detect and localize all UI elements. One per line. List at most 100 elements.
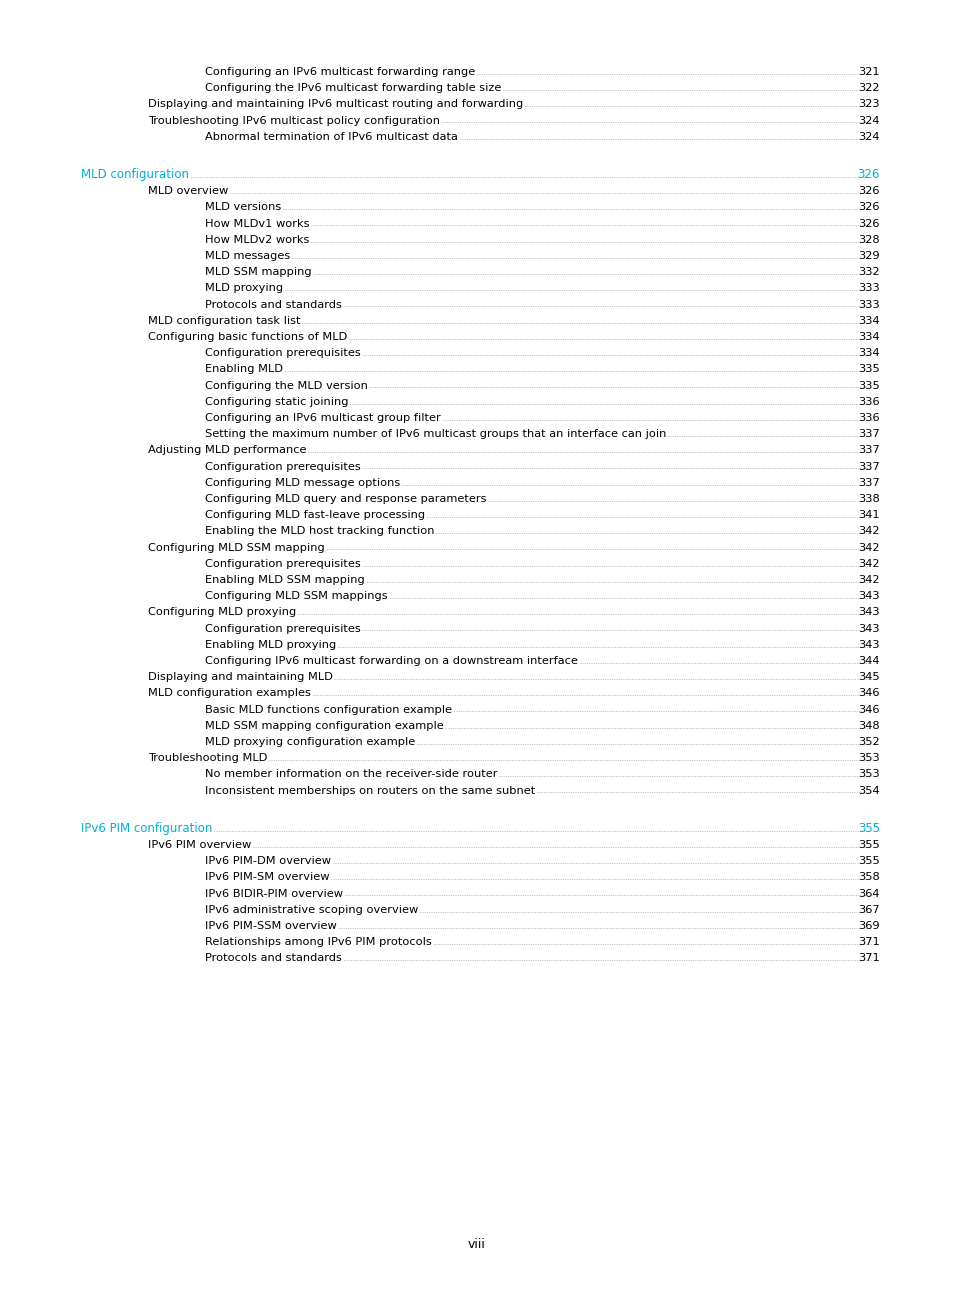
Text: MLD proxying: MLD proxying [205,284,283,293]
Text: 371: 371 [858,954,879,963]
Text: MLD SSM mapping: MLD SSM mapping [205,267,312,277]
Text: 337: 337 [858,461,879,472]
Text: MLD overview: MLD overview [148,187,228,196]
Text: Enabling MLD: Enabling MLD [205,364,283,375]
Text: Enabling MLD SSM mapping: Enabling MLD SSM mapping [205,575,364,584]
Text: Displaying and maintaining MLD: Displaying and maintaining MLD [148,673,333,682]
Text: 334: 334 [858,349,879,358]
Text: Displaying and maintaining IPv6 multicast routing and forwarding: Displaying and maintaining IPv6 multicas… [148,100,522,109]
Text: 337: 337 [858,446,879,455]
Text: 326: 326 [858,202,879,213]
Text: 324: 324 [858,115,879,126]
Text: 369: 369 [858,921,879,931]
Text: MLD configuration examples: MLD configuration examples [148,688,311,699]
Text: MLD proxying configuration example: MLD proxying configuration example [205,737,415,746]
Text: 329: 329 [858,251,879,260]
Text: Configuring MLD query and response parameters: Configuring MLD query and response param… [205,494,486,504]
Text: Enabling the MLD host tracking function: Enabling the MLD host tracking function [205,526,434,537]
Text: Protocols and standards: Protocols and standards [205,954,341,963]
Text: 323: 323 [858,100,879,109]
Text: IPv6 PIM-SM overview: IPv6 PIM-SM overview [205,872,329,883]
Text: 321: 321 [858,67,879,76]
Text: MLD SSM mapping configuration example: MLD SSM mapping configuration example [205,721,443,731]
Text: 335: 335 [858,381,879,390]
Text: 334: 334 [858,316,879,325]
Text: 342: 342 [858,575,879,584]
Text: Configuring the MLD version: Configuring the MLD version [205,381,368,390]
Text: 352: 352 [858,737,879,746]
Text: 371: 371 [858,937,879,947]
Text: Configuration prerequisites: Configuration prerequisites [205,623,360,634]
Text: 333: 333 [858,284,879,293]
Text: 355: 355 [858,840,879,850]
Text: 335: 335 [858,364,879,375]
Text: How MLDv2 works: How MLDv2 works [205,235,309,245]
Text: 342: 342 [858,559,879,569]
Text: Configuring MLD fast-leave processing: Configuring MLD fast-leave processing [205,511,425,520]
Text: IPv6 PIM configuration: IPv6 PIM configuration [81,822,213,835]
Text: MLD messages: MLD messages [205,251,290,260]
Text: Configuring basic functions of MLD: Configuring basic functions of MLD [148,332,347,342]
Text: 346: 346 [858,688,879,699]
Text: 355: 355 [858,857,879,866]
Text: 353: 353 [858,753,879,763]
Text: Configuring an IPv6 multicast forwarding range: Configuring an IPv6 multicast forwarding… [205,67,475,76]
Text: MLD configuration task list: MLD configuration task list [148,316,300,325]
Text: Adjusting MLD performance: Adjusting MLD performance [148,446,306,455]
Text: Configuration prerequisites: Configuration prerequisites [205,559,360,569]
Text: Basic MLD functions configuration example: Basic MLD functions configuration exampl… [205,705,452,714]
Text: 324: 324 [858,132,879,141]
Text: Configuring MLD message options: Configuring MLD message options [205,478,400,487]
Text: 337: 337 [858,429,879,439]
Text: Configuring MLD SSM mapping: Configuring MLD SSM mapping [148,543,324,552]
Text: 341: 341 [858,511,879,520]
Text: Inconsistent memberships on routers on the same subnet: Inconsistent memberships on routers on t… [205,785,535,796]
Text: IPv6 administrative scoping overview: IPv6 administrative scoping overview [205,905,417,915]
Text: Relationships among IPv6 PIM protocols: Relationships among IPv6 PIM protocols [205,937,432,947]
Text: IPv6 PIM-DM overview: IPv6 PIM-DM overview [205,857,331,866]
Text: Setting the maximum number of IPv6 multicast groups that an interface can join: Setting the maximum number of IPv6 multi… [205,429,666,439]
Text: Configuring MLD proxying: Configuring MLD proxying [148,608,296,617]
Text: 342: 342 [858,526,879,537]
Text: 326: 326 [857,168,879,181]
Text: IPv6 PIM overview: IPv6 PIM overview [148,840,251,850]
Text: Configuring IPv6 multicast forwarding on a downstream interface: Configuring IPv6 multicast forwarding on… [205,656,578,666]
Text: 322: 322 [858,83,879,93]
Text: Configuring static joining: Configuring static joining [205,397,348,407]
Text: 367: 367 [858,905,879,915]
Text: 343: 343 [858,640,879,649]
Text: IPv6 BIDIR-PIM overview: IPv6 BIDIR-PIM overview [205,889,343,898]
Text: Protocols and standards: Protocols and standards [205,299,341,310]
Text: viii: viii [468,1238,485,1251]
Text: Configuration prerequisites: Configuration prerequisites [205,461,360,472]
Text: 345: 345 [858,673,879,682]
Text: Troubleshooting IPv6 multicast policy configuration: Troubleshooting IPv6 multicast policy co… [148,115,439,126]
Text: 355: 355 [857,822,879,835]
Text: How MLDv1 works: How MLDv1 works [205,219,309,228]
Text: 344: 344 [858,656,879,666]
Text: 328: 328 [858,235,879,245]
Text: Abnormal termination of IPv6 multicast data: Abnormal termination of IPv6 multicast d… [205,132,457,141]
Text: 338: 338 [858,494,879,504]
Text: Configuring an IPv6 multicast group filter: Configuring an IPv6 multicast group filt… [205,413,440,422]
Text: 336: 336 [858,413,879,422]
Text: 358: 358 [858,872,879,883]
Text: 346: 346 [858,705,879,714]
Text: No member information on the receiver-side router: No member information on the receiver-si… [205,770,497,779]
Text: Configuration prerequisites: Configuration prerequisites [205,349,360,358]
Text: 343: 343 [858,591,879,601]
Text: 326: 326 [858,219,879,228]
Text: 337: 337 [858,478,879,487]
Text: 343: 343 [858,623,879,634]
Text: Troubleshooting MLD: Troubleshooting MLD [148,753,267,763]
Text: MLD versions: MLD versions [205,202,281,213]
Text: 342: 342 [858,543,879,552]
Text: 348: 348 [858,721,879,731]
Text: IPv6 PIM-SSM overview: IPv6 PIM-SSM overview [205,921,336,931]
Text: 353: 353 [858,770,879,779]
Text: Enabling MLD proxying: Enabling MLD proxying [205,640,335,649]
Text: 333: 333 [858,299,879,310]
Text: Configuring MLD SSM mappings: Configuring MLD SSM mappings [205,591,387,601]
Text: 336: 336 [858,397,879,407]
Text: 354: 354 [858,785,879,796]
